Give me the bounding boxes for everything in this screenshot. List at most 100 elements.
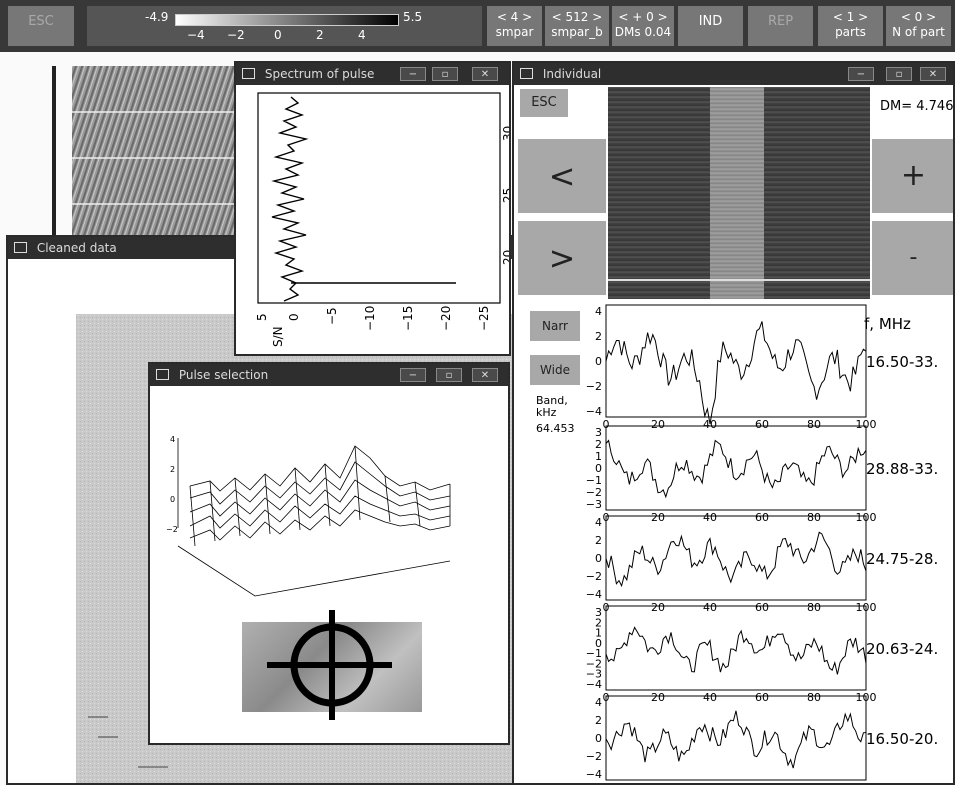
spectrum-of-pulse-window: Spectrum of pulse − ▫ ✕ 20 25 30 5 0 −5 … xyxy=(234,61,511,356)
individual-titlebar[interactable]: Individual − ▫ ✕ xyxy=(514,63,953,85)
panel-frame xyxy=(605,515,867,601)
crosshair-icon xyxy=(267,610,392,720)
smpar-button[interactable]: < 4 > smpar xyxy=(487,6,542,46)
x-tick: 20 xyxy=(501,250,509,265)
y-tick: 2 xyxy=(595,714,602,727)
dms-label: DMs 0.04 xyxy=(614,25,672,39)
parts-value: < 1 > xyxy=(832,10,869,24)
close-button[interactable]: ✕ xyxy=(472,368,498,382)
x-tick: 60 xyxy=(755,511,769,524)
x-tick: 20 xyxy=(651,691,665,704)
x-tick: 100 xyxy=(856,418,877,431)
panel-frame xyxy=(605,605,867,691)
y-tick: −4 xyxy=(586,678,602,691)
minimize-button[interactable]: − xyxy=(400,368,426,382)
esc-button[interactable]: ESC xyxy=(520,89,568,117)
minimize-button[interactable]: − xyxy=(400,67,426,81)
y-tick: 0 xyxy=(595,552,602,565)
x-tick: 80 xyxy=(807,511,821,524)
restore-button[interactable]: ▫ xyxy=(886,67,912,81)
x-tick: 30 xyxy=(501,126,509,141)
pulse-thumbnail[interactable] xyxy=(242,610,422,720)
pulse-band xyxy=(710,87,764,299)
spectrum-y-tick-labels: 5 0 −5 −10 −15 −20 −25 xyxy=(255,306,491,331)
signal-line xyxy=(605,321,867,425)
signal-line xyxy=(605,531,867,588)
y-tick: −3 xyxy=(586,668,602,681)
close-button[interactable]: ✕ xyxy=(920,67,946,81)
cleaned-data-title: Cleaned data xyxy=(36,241,117,255)
y-tick: 2 xyxy=(595,330,602,343)
dm-label: DM= 4.746 xyxy=(880,99,954,114)
y-tick: −15 xyxy=(401,306,415,331)
wide-button[interactable]: Wide xyxy=(530,355,580,385)
y-tick: 0 xyxy=(595,462,602,475)
y-tick: 4 xyxy=(595,516,602,529)
smpar-value: < 4 > xyxy=(496,10,533,24)
narr-button[interactable]: Narr xyxy=(530,311,580,341)
panel-frame xyxy=(605,425,867,511)
esc-button[interactable]: ESC xyxy=(8,6,74,46)
colorbar-tick: −4 xyxy=(187,28,205,42)
y-tick: 0 xyxy=(595,355,602,368)
x-tick: 20 xyxy=(651,511,665,524)
y-tick: −5 xyxy=(325,307,339,325)
x-tick: 40 xyxy=(703,601,717,614)
parts-button[interactable]: < 1 > parts xyxy=(818,6,883,46)
y-tick: 2 xyxy=(595,438,602,451)
plus-button[interactable]: + xyxy=(872,139,953,213)
minimize-button[interactable]: − xyxy=(848,67,874,81)
x-tick: 40 xyxy=(703,418,717,431)
y-tick: 1 xyxy=(595,450,602,463)
rep-button[interactable]: REP xyxy=(748,6,813,46)
separator-line xyxy=(608,279,870,281)
z-tick: 0 xyxy=(170,495,175,504)
colorbar-min-label: -4.9 xyxy=(145,10,169,24)
panel-frame xyxy=(605,304,867,418)
y-tick: −25 xyxy=(477,306,491,331)
smpar-b-button[interactable]: < 512 > smpar_b xyxy=(545,6,609,46)
y-tick: −10 xyxy=(363,306,377,331)
y-tick: −20 xyxy=(439,306,453,331)
spectrum-y-axis-label: S/N xyxy=(271,326,285,347)
nparts-button[interactable]: < 0 > N of part xyxy=(886,6,951,46)
x-tick: 20 xyxy=(651,418,665,431)
close-button[interactable]: ✕ xyxy=(472,67,498,81)
colorbar-gradient xyxy=(175,14,399,26)
freq-range-label: 16.50-20. xyxy=(866,730,938,748)
dms-value: < + 0 > xyxy=(618,10,668,24)
restore-button[interactable]: ▫ xyxy=(432,67,458,81)
prev-dm-button[interactable]: < xyxy=(518,139,606,213)
dms-button[interactable]: < + 0 > DMs 0.04 xyxy=(612,6,674,46)
spectrum-titlebar[interactable]: Spectrum of pulse − ▫ ✕ xyxy=(236,63,509,85)
y-tick: −2 xyxy=(586,750,602,763)
next-dm-button[interactable]: > xyxy=(518,221,606,295)
x-tick: 40 xyxy=(703,511,717,524)
restore-button[interactable]: ▫ xyxy=(436,368,462,382)
z-tick: 2 xyxy=(170,465,175,474)
y-tick: 4 xyxy=(595,696,602,709)
panel-frame xyxy=(605,695,867,781)
signal-line xyxy=(605,710,867,769)
pulse-selection-window: Pulse selection − ▫ ✕ 4 2 0 −2 xyxy=(148,362,510,745)
y-tick: −2 xyxy=(586,570,602,583)
pulse-surface-plot: 4 2 0 −2 xyxy=(166,435,451,597)
freq-range-label: 24.75-28. xyxy=(866,550,938,568)
x-tick: 0 xyxy=(603,418,610,431)
y-tick: 0 xyxy=(595,637,602,650)
freq-range-label: 28.88-33. xyxy=(866,460,938,478)
pulse-selection-title: Pulse selection xyxy=(178,368,269,382)
colorbar-ticks: −4 −2 0 2 4 xyxy=(175,28,397,44)
x-tick: 80 xyxy=(807,418,821,431)
parts-label: parts xyxy=(835,25,866,39)
smpar-b-value: < 512 > xyxy=(551,10,603,24)
window-icon xyxy=(520,68,533,79)
colorbar-tick: 2 xyxy=(316,28,324,42)
ind-button[interactable]: IND xyxy=(678,6,743,46)
pulse-selection-titlebar[interactable]: Pulse selection − ▫ ✕ xyxy=(150,364,508,386)
y-tick: −2 xyxy=(586,657,602,670)
minus-button[interactable]: - xyxy=(872,221,953,295)
y-tick: 0 xyxy=(595,732,602,745)
